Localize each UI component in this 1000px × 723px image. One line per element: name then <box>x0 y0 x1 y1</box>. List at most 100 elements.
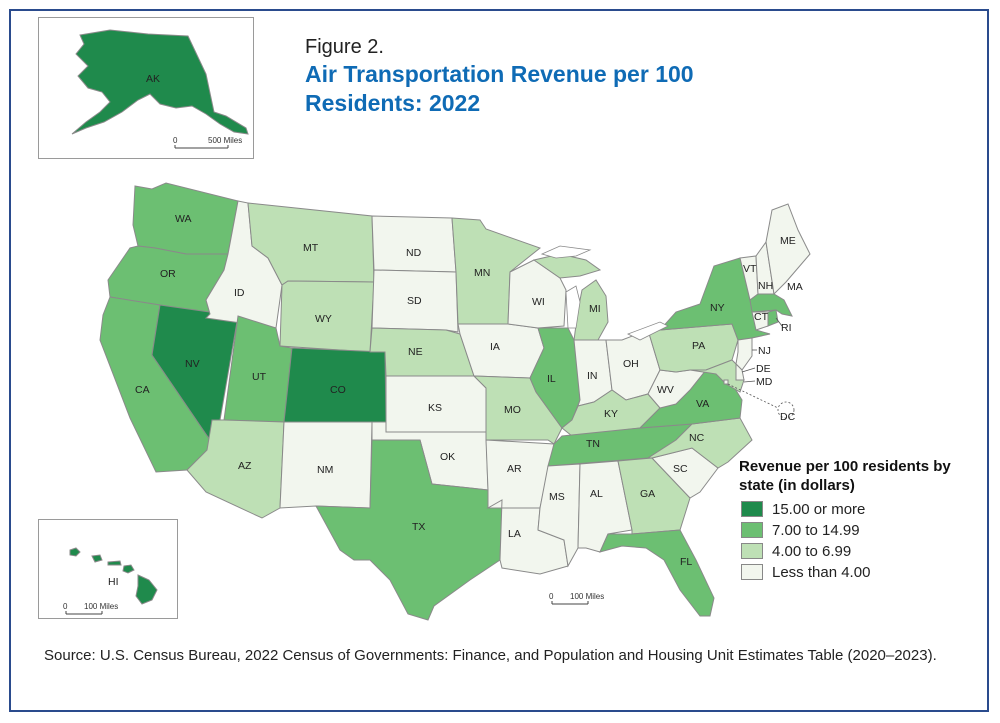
legend-item-4-to-6-99: 4.00 to 6.99 <box>741 542 851 560</box>
label-AK: AK <box>146 73 160 85</box>
state-FL <box>599 529 715 617</box>
label-MN: MN <box>474 267 490 279</box>
label-MT: MT <box>303 242 319 254</box>
label-MA: MA <box>787 281 803 293</box>
lake-michigan <box>565 285 581 329</box>
label-VA: VA <box>696 398 709 410</box>
source-note: Source: U.S. Census Bureau, 2022 Census … <box>44 647 937 664</box>
label-TX: TX <box>412 521 425 533</box>
lake-superior <box>540 245 592 259</box>
state-HI-molokai <box>107 560 122 566</box>
label-SD: SD <box>407 295 422 307</box>
legend-swatch <box>741 501 763 517</box>
state-ME <box>765 203 811 296</box>
figure-label: Figure 2. <box>305 36 384 58</box>
label-AR: AR <box>507 463 522 475</box>
label-HI: HI <box>108 576 119 588</box>
label-SC: SC <box>673 463 688 475</box>
label-WI: WI <box>532 296 545 308</box>
state-AK <box>71 29 249 135</box>
label-CT: CT <box>754 311 769 323</box>
label-OR: OR <box>160 268 176 280</box>
scale-bar-alaska: 0 500 Miles <box>173 136 242 149</box>
legend-swatch <box>741 522 763 538</box>
label-IN: IN <box>587 370 598 382</box>
legend-swatch <box>741 543 763 559</box>
dc-marker-circle <box>777 401 795 419</box>
state-NC <box>646 417 753 469</box>
state-labels: AK HI WA OR CA NV ID MT WY UT CO AZ NM N… <box>108 73 803 588</box>
label-OK: OK <box>440 451 455 463</box>
label-AZ: AZ <box>238 460 252 472</box>
state-DC <box>723 379 729 385</box>
legend-label: 4.00 to 6.99 <box>772 542 852 560</box>
state-MA <box>749 293 793 317</box>
leader-lines <box>727 317 783 409</box>
state-NJ <box>735 337 753 371</box>
page-title: Air Transportation Revenue per 100 Resid… <box>305 61 694 116</box>
label-TN: TN <box>586 438 600 450</box>
label-DE: DE <box>756 363 771 375</box>
label-NV: NV <box>185 358 200 370</box>
label-NE: NE <box>408 346 423 358</box>
legend-label: 15.00 or more <box>772 500 866 518</box>
legend-item-15-or-more: 15.00 or more <box>741 500 865 518</box>
label-KY: KY <box>604 408 618 420</box>
scale-label-hawaii: 100 Miles <box>84 602 118 611</box>
label-CO: CO <box>330 384 346 396</box>
label-DC: DC <box>780 411 796 423</box>
label-NH: NH <box>758 280 773 292</box>
legend-item-7-to-14-99: 7.00 to 14.99 <box>741 521 860 539</box>
state-MD <box>689 359 745 393</box>
label-IL: IL <box>547 373 556 385</box>
scale-bar-main: 0 100 Miles <box>549 592 604 605</box>
label-AL: AL <box>590 488 603 500</box>
state-ND <box>371 215 457 273</box>
label-VT: VT <box>743 263 757 275</box>
label-RI: RI <box>781 322 792 334</box>
scale-zero-hawaii: 0 <box>63 602 68 611</box>
label-IA: IA <box>490 341 500 353</box>
label-NY: NY <box>710 302 725 314</box>
state-HI-kauai <box>69 547 81 557</box>
label-KS: KS <box>428 402 442 414</box>
label-GA: GA <box>640 488 655 500</box>
label-ID: ID <box>234 287 245 299</box>
scale-label-main: 100 Miles <box>570 592 604 601</box>
legend-label: Less than 4.00 <box>772 563 871 581</box>
legend-label: 7.00 to 14.99 <box>772 521 860 539</box>
legend-item-less-than-4: Less than 4.00 <box>741 563 870 581</box>
state-RI <box>767 309 779 327</box>
label-OH: OH <box>623 358 639 370</box>
state-HI-maui <box>122 564 135 574</box>
label-WA: WA <box>175 213 192 225</box>
hawaii-inset <box>38 519 178 619</box>
legend-title: Revenue per 100 residents by state (in d… <box>739 458 951 494</box>
label-MO: MO <box>504 404 521 416</box>
state-TX <box>315 439 503 621</box>
label-NM: NM <box>317 464 333 476</box>
label-WY: WY <box>315 313 332 325</box>
label-MS: MS <box>549 491 565 503</box>
state-HI-oahu <box>91 554 103 563</box>
legend-swatch <box>741 564 763 580</box>
label-ME: ME <box>780 235 796 247</box>
label-ND: ND <box>406 247 422 259</box>
scale-label-alaska: 500 Miles <box>208 136 242 145</box>
scale-zero-alaska: 0 <box>173 136 178 145</box>
label-NC: NC <box>689 432 705 444</box>
label-MD: MD <box>756 376 773 388</box>
lake-erie <box>627 321 669 341</box>
label-MI: MI <box>589 303 601 315</box>
label-CA: CA <box>135 384 150 396</box>
label-NJ: NJ <box>758 345 771 357</box>
scale-zero-main: 0 <box>549 592 554 601</box>
label-PA: PA <box>692 340 705 352</box>
state-SD <box>371 269 459 333</box>
scale-bar-hawaii: 0 100 Miles <box>63 602 118 615</box>
label-WV: WV <box>657 384 674 396</box>
label-LA: LA <box>508 528 521 540</box>
label-UT: UT <box>252 371 267 383</box>
state-HI-big <box>135 574 158 605</box>
